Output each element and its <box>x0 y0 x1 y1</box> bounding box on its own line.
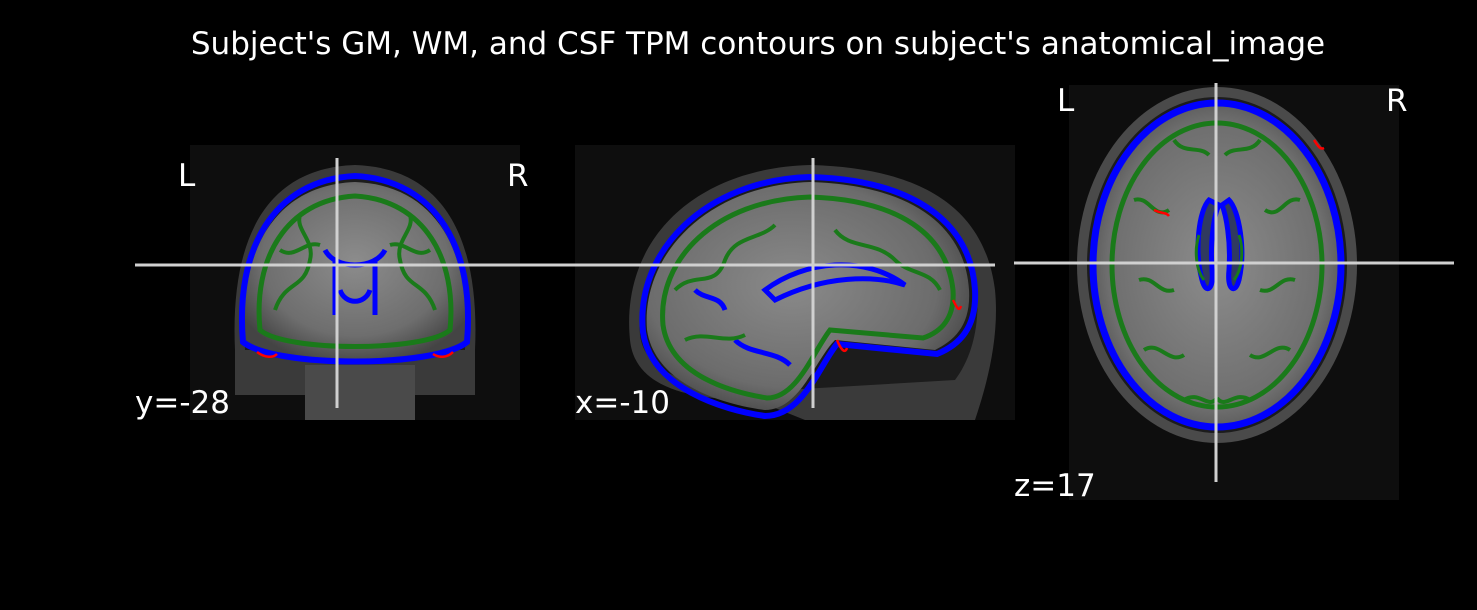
coronal-wm-contour <box>256 193 454 349</box>
sagittal-coord-label: x=-10 <box>575 385 670 421</box>
axial-left-label: L <box>1057 83 1075 119</box>
sagittal-wm-contour <box>660 194 956 401</box>
figure-title: Subject's GM, WM, and CSF TPM contours o… <box>190 26 1326 62</box>
coronal-left-label: L <box>178 158 196 194</box>
coronal-gm-contour <box>256 350 454 358</box>
coronal-view: L R y=-28 <box>135 140 575 425</box>
axial-coord-label: z=17 <box>1014 468 1096 504</box>
sagittal-brain <box>646 182 970 410</box>
sagittal-gm-contour <box>835 299 963 352</box>
axial-right-label: R <box>1386 83 1408 119</box>
coronal-coord-label: y=-28 <box>135 385 230 421</box>
coronal-right-label: R <box>507 158 529 194</box>
coronal-slice-image <box>135 145 575 420</box>
coronal-csf-contour <box>239 172 471 365</box>
axial-view: L R z=17 <box>1014 80 1454 505</box>
axial-gm-contour <box>1153 139 1325 217</box>
axial-slice-image <box>1014 83 1454 500</box>
sagittal-view: x=-10 <box>575 140 1015 425</box>
sagittal-slice-image <box>575 145 1015 420</box>
sagittal-csf-contour <box>639 173 979 420</box>
